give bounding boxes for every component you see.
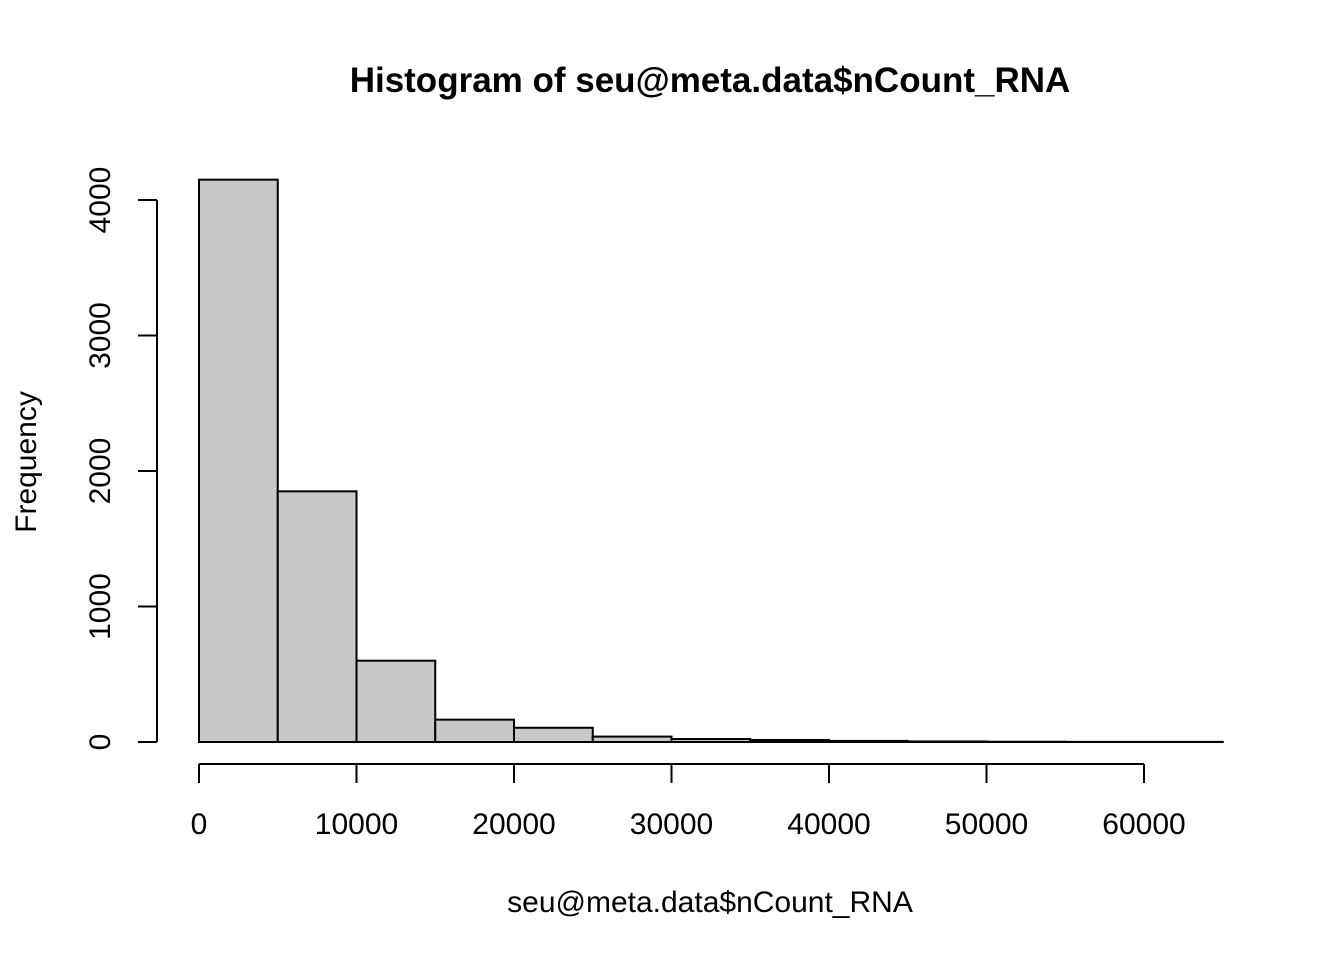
y-tick-label-1: 1000 — [84, 573, 117, 640]
x-tick-label-4: 40000 — [787, 808, 870, 841]
x-tick-label-3: 30000 — [630, 808, 713, 841]
y-tick-label-2: 2000 — [84, 438, 117, 505]
x-tick-label-0: 0 — [191, 808, 208, 841]
histogram-bar-3 — [434, 718, 515, 744]
y-tick-label-3: 3000 — [84, 302, 117, 369]
x-axis-label: seu@meta.data$nCount_RNA — [507, 886, 913, 919]
x-axis: 0 10000 20000 30000 40000 50000 60000 — [191, 763, 1186, 841]
x-tick-label-6: 60000 — [1102, 808, 1185, 841]
bars-group — [198, 178, 1224, 744]
y-axis-label: Frequency — [10, 391, 43, 533]
x-tick-label-5: 50000 — [945, 808, 1028, 841]
histogram-bar-0 — [198, 178, 279, 744]
y-tick-label-4: 4000 — [84, 167, 117, 234]
histogram-bar-4 — [513, 726, 594, 744]
x-tick-label-1: 10000 — [315, 808, 398, 841]
x-tick-label-2: 20000 — [472, 808, 555, 841]
histogram-bar-2 — [355, 659, 437, 744]
histogram-bar-1 — [276, 490, 358, 744]
y-axis: 0 1000 2000 3000 4000 — [84, 167, 158, 751]
chart-title: Histogram of seu@meta.data$nCount_RNA — [350, 61, 1071, 100]
y-tick-label-0: 0 — [84, 734, 117, 751]
